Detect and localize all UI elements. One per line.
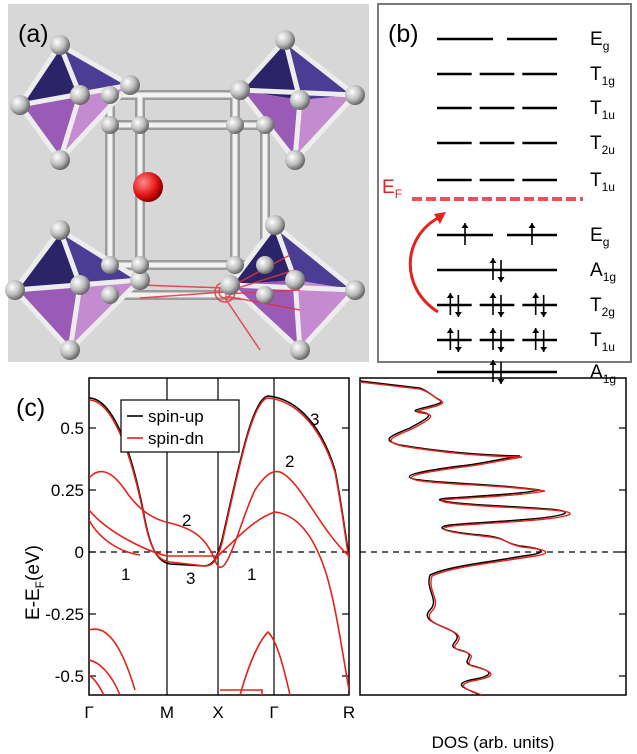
mo-level: A1g	[437, 258, 616, 284]
spin-down-arrow	[454, 330, 462, 352]
y-ticks	[89, 427, 349, 677]
k-point-label: Γ	[84, 703, 93, 722]
mo-level: T1g	[437, 64, 615, 88]
mo-level-label: T2u	[590, 133, 615, 157]
mo-level-label: Eg	[590, 29, 609, 53]
band-index-label: 1	[121, 565, 130, 584]
mo-level: T1u	[437, 328, 615, 354]
y-axis-label: E-EF(eV)	[23, 545, 47, 620]
mo-level-label: A1g	[590, 362, 616, 386]
spin-dn-band	[239, 630, 291, 695]
y-tick-label: -0.25	[45, 605, 84, 624]
panel-a: (a)	[5, 4, 369, 362]
spin-up-arrow	[532, 293, 540, 315]
panel-b-frame	[377, 3, 632, 363]
k-point-label: Γ	[269, 703, 278, 722]
panel-b-label: (b)	[388, 20, 419, 48]
spin-up-arrow	[446, 328, 454, 350]
y-tick-labels: 0.5 0.25 0 -0.25 -0.5	[45, 419, 84, 686]
panel-c-label: (c)	[16, 394, 45, 422]
legend-label-spin-up: spin-up	[148, 407, 204, 426]
band-index-label: 2	[182, 511, 191, 530]
spin-dn-band	[89, 519, 141, 556]
mo-level-label: T1u	[590, 330, 615, 354]
excitation-arrow-head	[434, 212, 446, 224]
y-tick-label: 0.5	[60, 419, 84, 438]
mo-level: T2u	[437, 133, 615, 157]
k-point-labels: Γ M X Γ R	[84, 703, 355, 722]
spin-up-arrow	[528, 223, 536, 245]
mo-level: T1u	[437, 170, 615, 194]
spin-up-arrow	[489, 328, 497, 350]
mo-level-label: A1g	[590, 260, 616, 284]
k-point-label: R	[343, 703, 355, 722]
legend: spin-up spin-dn	[120, 399, 240, 453]
legend-label-spin-dn: spin-dn	[148, 429, 204, 448]
panel-b: (b) Eg T1g T1u T2u T1u Eg A1g T2g T1u A1g EF	[377, 3, 632, 386]
band-index-label: 1	[247, 565, 256, 584]
spin-dn-band	[89, 659, 121, 695]
k-point-label: M	[160, 703, 174, 722]
mo-level: T2g	[437, 293, 615, 319]
mo-level-label: Eg	[590, 225, 609, 249]
mo-level: T1u	[437, 98, 615, 122]
band-index-labels: 1 2 3 1 2 3	[121, 410, 319, 588]
mo-level: Eg	[437, 223, 609, 249]
panel-a-label: (a)	[18, 20, 49, 48]
spin-up-arrow	[489, 293, 497, 315]
legend-box	[120, 399, 240, 453]
mo-level-label: T1u	[590, 98, 615, 122]
dos-curves	[360, 380, 571, 695]
mo-level-label: T1g	[590, 64, 615, 88]
spin-up-arrow	[489, 258, 497, 280]
spin-dn-band	[89, 397, 349, 567]
spin-up-arrow	[532, 328, 540, 350]
k-point-label: X	[212, 703, 223, 722]
fermi-label: EF	[382, 177, 402, 201]
band-plot-frame	[88, 377, 350, 696]
spin-dn-band	[89, 628, 136, 691]
spin-up-arrow	[461, 223, 469, 245]
spin-dn-band	[89, 470, 349, 569]
spin-down-arrow	[454, 295, 462, 317]
dos-spin-dn	[360, 381, 571, 695]
dos-y-ticks	[619, 427, 626, 677]
spin-dn-band	[220, 689, 263, 695]
band-index-label: 3	[186, 569, 195, 588]
mo-level-label: T1u	[590, 170, 615, 194]
spin-dn-band	[89, 674, 105, 695]
mo-level-label: T2g	[590, 295, 615, 319]
dos-x-axis-label: DOS (arb. units)	[432, 733, 555, 752]
spin-down-arrow	[497, 295, 505, 317]
spin-down-arrow	[540, 330, 548, 352]
band-index-label: 2	[285, 452, 294, 471]
band-index-label: 3	[310, 410, 319, 429]
spin-up-arrow	[446, 293, 454, 315]
spin-down-arrow	[497, 362, 505, 384]
atoms	[5, 30, 365, 360]
spin-dn-band	[89, 509, 349, 691]
spin-down-arrow	[497, 260, 505, 282]
dos-spin-up	[360, 380, 567, 695]
y-tick-label: 0	[75, 543, 84, 562]
dos-plot-frame	[359, 377, 627, 696]
mo-levels: Eg T1g T1u T2u T1u Eg A1g T2g T1u A1g	[437, 29, 616, 386]
mo-level: Eg	[437, 29, 609, 53]
y-tick-label: -0.5	[55, 667, 84, 686]
y-tick-label: 0.25	[51, 481, 84, 500]
mo-level: A1g	[437, 360, 616, 386]
band-curves	[89, 395, 349, 695]
excitation-arrow	[408, 216, 439, 314]
spin-down-arrow	[497, 330, 505, 352]
center-cation	[133, 172, 163, 202]
spin-down-arrow	[540, 295, 548, 317]
panel-c: (c) E-EF(eV) 0.5 0.25 0 -0.25 -0.5	[16, 377, 627, 752]
